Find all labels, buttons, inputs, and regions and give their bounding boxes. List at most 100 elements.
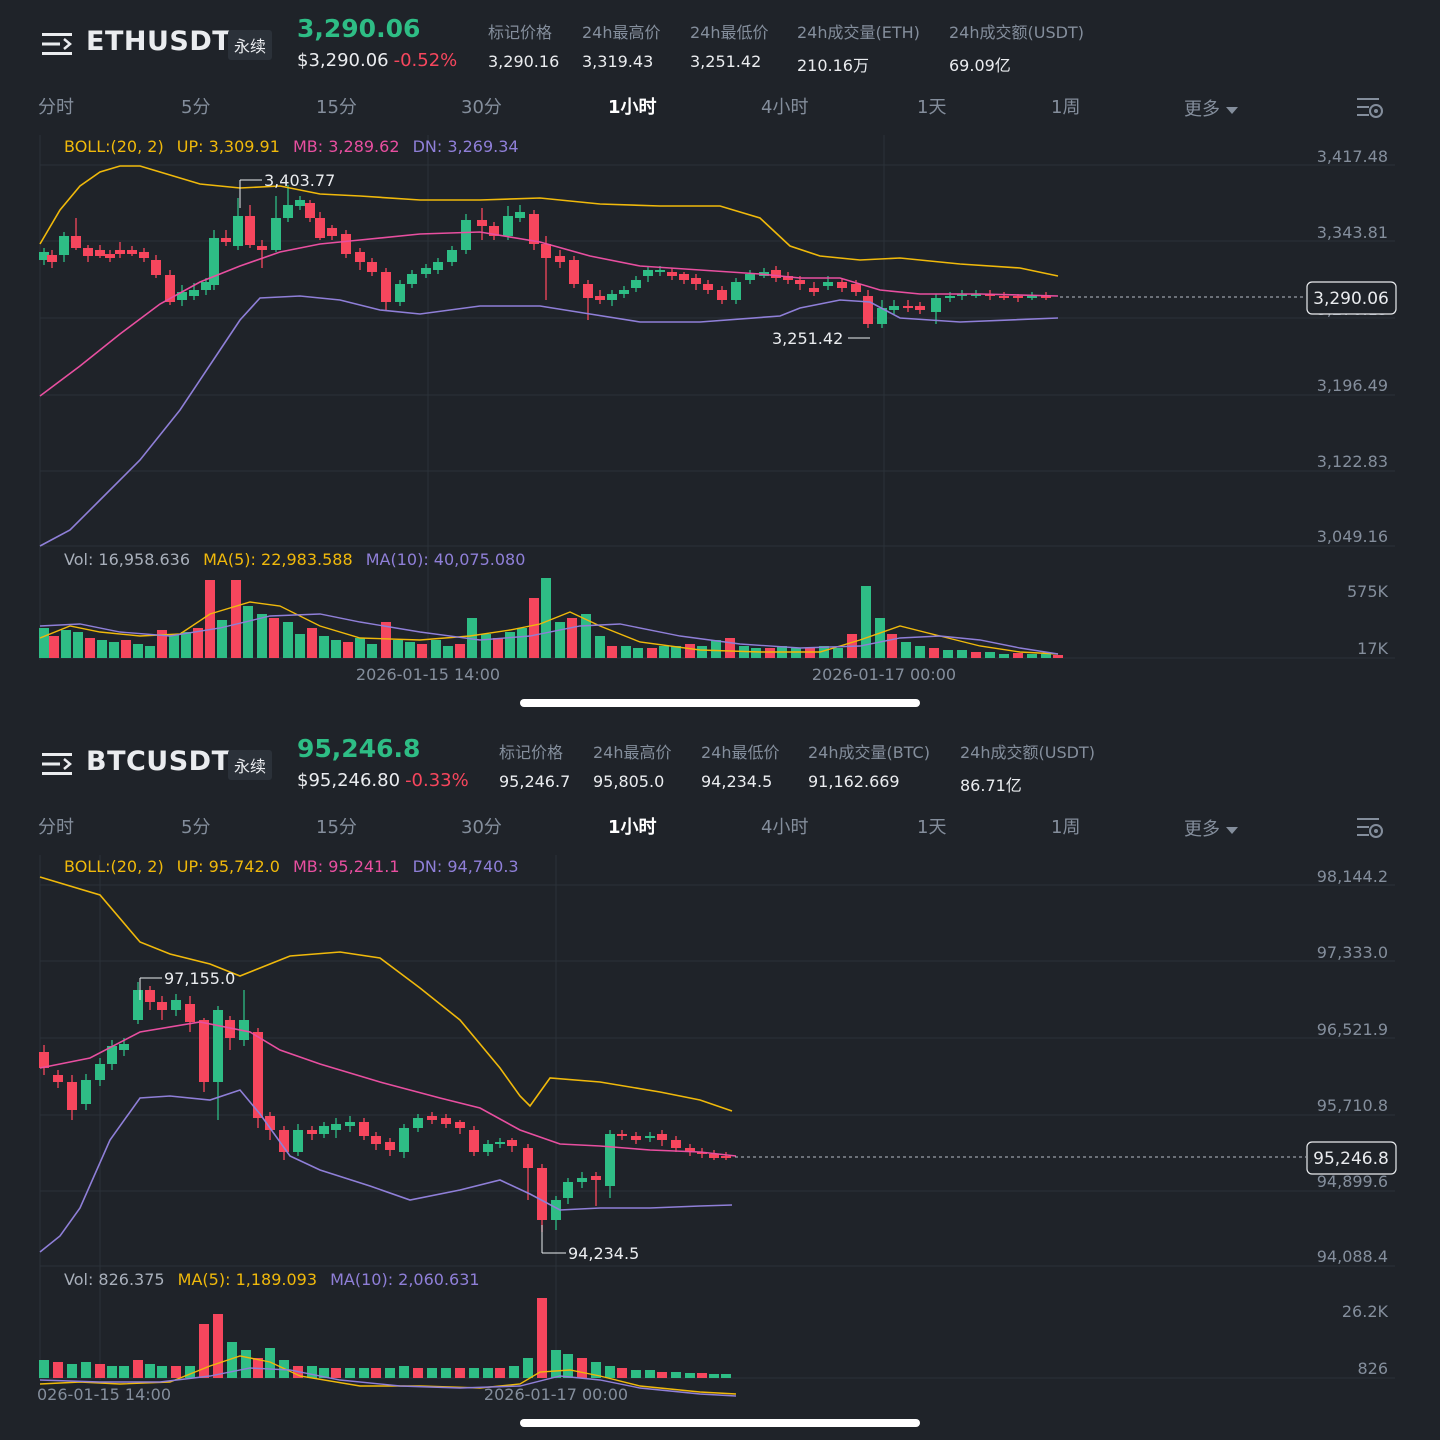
candle-body: [139, 252, 149, 258]
contract-badge: 永续: [228, 750, 273, 780]
candle-body: [495, 1142, 505, 1144]
volume-bar: [405, 642, 415, 658]
candle-body: [1027, 296, 1037, 298]
candle: [371, 1132, 381, 1150]
candle: [39, 248, 49, 265]
volume-bar: [1013, 653, 1023, 658]
candle-body: [71, 236, 81, 248]
tab-4h[interactable]: 4小时: [761, 817, 809, 838]
tab-1d[interactable]: 1天: [917, 817, 947, 838]
tab-5m[interactable]: 5分: [181, 97, 211, 118]
tab-timeline[interactable]: 分时: [38, 97, 74, 118]
chart-settings-icon[interactable]: [1356, 96, 1384, 120]
volume-legend: Vol: 826.375 MA(5): 1,189.093 MA(10): 2,…: [64, 1270, 480, 1289]
stat-label: 24h成交量(ETH): [797, 23, 920, 42]
candle-body: [421, 268, 431, 274]
candle-body: [957, 294, 967, 296]
candle-body: [83, 248, 93, 256]
tab-1h[interactable]: 1小时: [608, 817, 657, 838]
side-panel-edge: [1410, 110, 1440, 670]
volume-bar: [469, 1368, 479, 1378]
volume-bar: [711, 640, 721, 658]
boll-mb-value: MB: 3,289.62: [292, 137, 400, 156]
btc-panel: BTCUSDT 永续 95,246.8 $95,246.80 -0.33% 标记价…: [0, 720, 1440, 1440]
candle: [469, 1126, 479, 1156]
candle: [679, 272, 689, 284]
volume-bar: [721, 1374, 731, 1378]
boll-middle-line: [39, 1021, 737, 1157]
tab-15m[interactable]: 15分: [316, 97, 357, 118]
price-axis: 98,144.2 97,333.0 96,521.9 95,710.8 94,8…: [1317, 867, 1389, 1378]
volume-bar: [943, 650, 953, 658]
tab-1d[interactable]: 1天: [917, 97, 947, 118]
tab-4h[interactable]: 4小时: [761, 97, 809, 118]
stat-value: 94,234.5: [701, 772, 773, 791]
high-marker: 97,155.0: [139, 969, 235, 1000]
candle-body: [145, 990, 155, 1002]
candle-body: [771, 270, 781, 278]
candle-body: [999, 296, 1009, 298]
more-dropdown[interactable]: 更多: [1184, 815, 1238, 841]
price-tick: 98,144.2: [1317, 867, 1388, 886]
candle: [327, 225, 337, 240]
btc-kline-chart[interactable]: 97,155.0 94,234.5 98,144.2 97,333.0 96,5…: [0, 850, 1440, 1440]
volume-bar: [393, 640, 403, 658]
candle: [233, 198, 243, 250]
candle: [709, 1150, 719, 1160]
menu-icon[interactable]: [42, 31, 74, 57]
symbol-name[interactable]: BTCUSDT: [86, 746, 231, 777]
vol-ma5-value: MA(5): 1,189.093: [177, 1270, 317, 1289]
tab-30m[interactable]: 30分: [461, 97, 502, 118]
volume-bar: [227, 1342, 237, 1378]
candle-body: [345, 1122, 355, 1126]
candle-body: [655, 270, 665, 272]
candle: [279, 1126, 289, 1160]
tab-5m[interactable]: 5分: [181, 817, 211, 838]
boll-lower-line: [39, 1089, 733, 1253]
chart-settings-icon[interactable]: [1356, 816, 1384, 840]
tab-1w[interactable]: 1周: [1051, 97, 1081, 118]
candle-body: [315, 218, 325, 238]
price-tick: 3,343.81: [1317, 223, 1388, 242]
symbol-name[interactable]: ETHUSDT: [86, 26, 232, 57]
candle-body: [709, 1154, 719, 1158]
vol-tick: 575K: [1347, 582, 1389, 601]
stat-value: 86.71亿: [960, 776, 1022, 795]
candle-body: [483, 1144, 493, 1152]
volume-bar: [645, 1370, 655, 1378]
time-label: 2026-01-15 14:00: [356, 665, 500, 684]
volume-bar: [381, 622, 391, 658]
volume-bar: [1041, 654, 1051, 658]
volume-bar: [121, 640, 131, 658]
scroll-indicator[interactable]: [520, 699, 920, 707]
tab-15m[interactable]: 15分: [316, 817, 357, 838]
volume-bar: [697, 1373, 707, 1378]
tab-30m[interactable]: 30分: [461, 817, 502, 838]
candle-body: [133, 990, 143, 1020]
scroll-indicator[interactable]: [520, 1419, 920, 1427]
candle: [151, 255, 161, 278]
tab-timeline[interactable]: 分时: [38, 817, 74, 838]
candle-body: [199, 1020, 209, 1082]
candle-body: [177, 292, 187, 300]
candle: [385, 1138, 395, 1156]
volume-bar: [385, 1368, 395, 1378]
usd-price-value: $95,246.80: [297, 770, 401, 791]
candle: [477, 208, 487, 240]
candle: [133, 982, 143, 1024]
volume-bar: [483, 1368, 493, 1378]
candle-body: [503, 216, 513, 236]
menu-icon[interactable]: [42, 751, 74, 777]
tab-1h[interactable]: 1小时: [608, 97, 657, 118]
stat-24h-volume: 24h成交量(BTC) 91,162.669: [808, 739, 930, 791]
candle: [47, 250, 57, 268]
candle-body: [233, 216, 243, 246]
candle-body: [407, 274, 417, 284]
candle-body: [1041, 296, 1051, 298]
eth-kline-chart[interactable]: 3,403.77 3,251.42 3,417.48 3,343.81 3,27…: [0, 130, 1440, 720]
stat-mark-price: 标记价格 3,290.16: [488, 19, 559, 71]
volume-bar: [443, 646, 453, 658]
tab-1w[interactable]: 1周: [1051, 817, 1081, 838]
more-dropdown[interactable]: 更多: [1184, 95, 1238, 121]
price-tick: 3,122.83: [1317, 452, 1388, 471]
